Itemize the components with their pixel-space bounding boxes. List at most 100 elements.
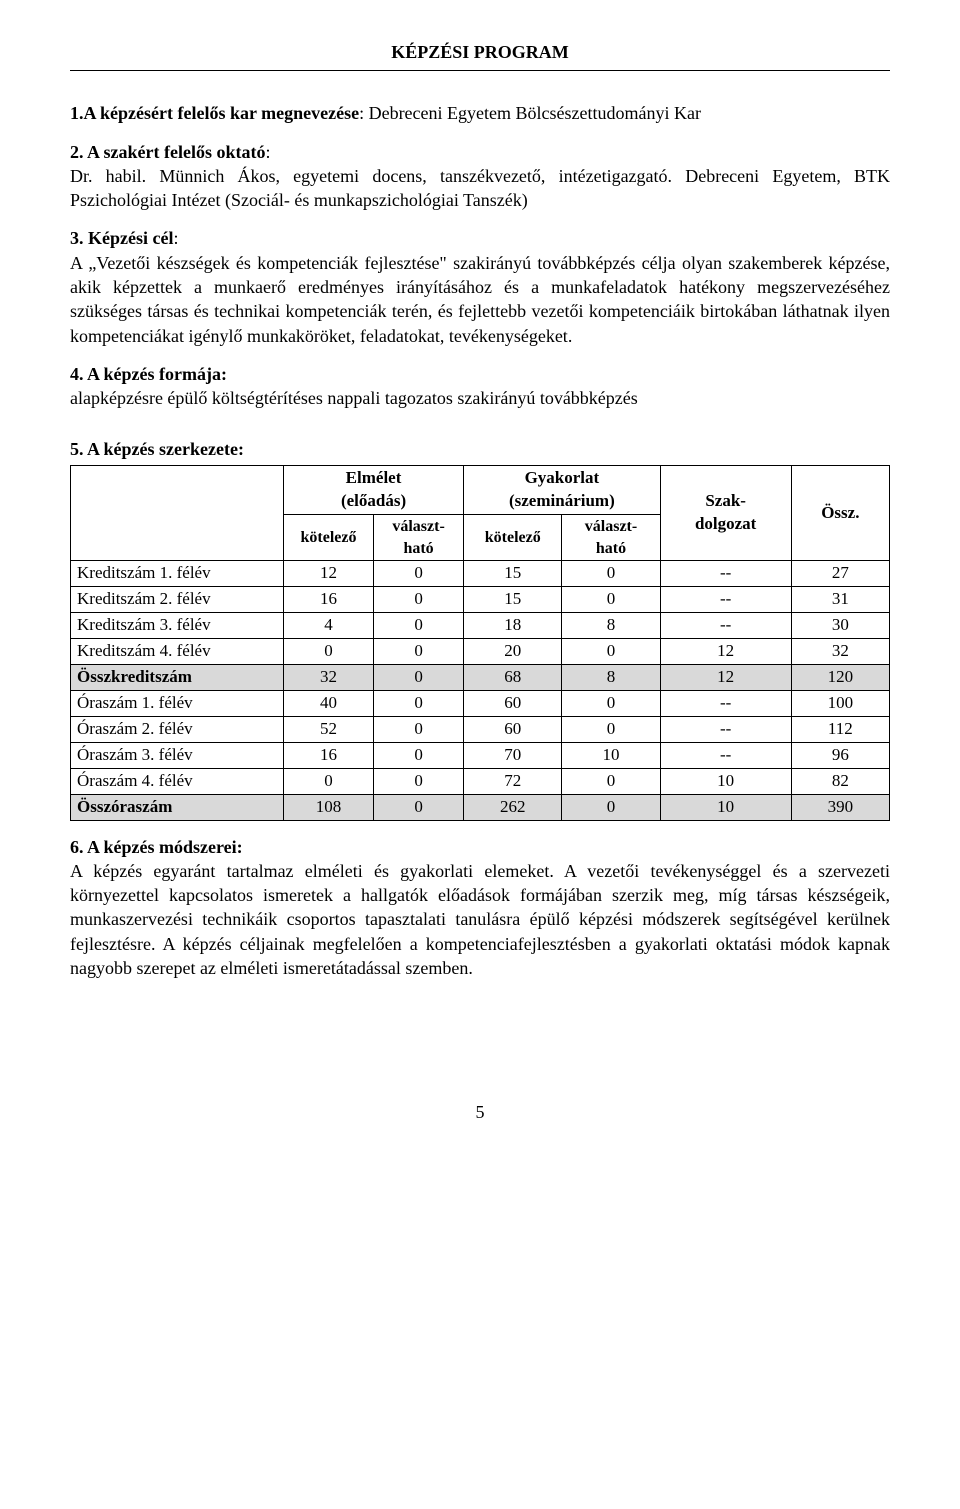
table-cell: 18 xyxy=(464,613,562,639)
table-cell: 0 xyxy=(562,794,660,820)
section-3: 3. Képzési cél: A „Vezetői készségek és … xyxy=(70,226,890,347)
header-rule xyxy=(70,70,890,71)
section-6: 6. A képzés módszerei: A képzés egyaránt… xyxy=(70,835,890,981)
table-row: Óraszám 2. félév520600--112 xyxy=(71,716,890,742)
page-header: KÉPZÉSI PROGRAM xyxy=(70,40,890,64)
table-row: Kreditszám 4. félév002001232 xyxy=(71,639,890,665)
section-4-label: 4. A képzés formája: xyxy=(70,364,227,384)
table-cell: 72 xyxy=(464,768,562,794)
table-cell: 32 xyxy=(791,639,889,665)
table-cell: 16 xyxy=(283,742,373,768)
table-cell: 60 xyxy=(464,716,562,742)
table-cell: 0 xyxy=(374,690,464,716)
table-cell: 32 xyxy=(283,664,373,690)
table-cell: -- xyxy=(660,742,791,768)
table-cell: -- xyxy=(660,587,791,613)
table-cell: 10 xyxy=(660,768,791,794)
table-cell: Óraszám 2. félév xyxy=(71,716,284,742)
table-cell: 0 xyxy=(374,639,464,665)
th-gyak-val: választ-ható xyxy=(562,515,660,561)
table-cell: 0 xyxy=(374,742,464,768)
table-cell: 112 xyxy=(791,716,889,742)
th-gyakorlat: Gyakorlat(szeminárium) xyxy=(464,466,661,515)
section-3-label: 3. Képzési cél xyxy=(70,228,173,248)
table-cell: 20 xyxy=(464,639,562,665)
table-cell: 27 xyxy=(791,561,889,587)
table-cell: 108 xyxy=(283,794,373,820)
table-cell: 40 xyxy=(283,690,373,716)
table-cell: 60 xyxy=(464,690,562,716)
section-4: 4. A képzés formája: alapképzésre épülő … xyxy=(70,362,890,411)
table-cell: 82 xyxy=(791,768,889,794)
structure-table-wrap: Elmélet(előadás) Gyakorlat(szeminárium) … xyxy=(70,465,890,820)
table-cell: 70 xyxy=(464,742,562,768)
table-cell: 0 xyxy=(562,561,660,587)
table-cell: 0 xyxy=(283,768,373,794)
th-elmelet-kot: kötelező xyxy=(283,515,373,561)
page-number: 5 xyxy=(70,1100,890,1124)
table-cell: 52 xyxy=(283,716,373,742)
section-2-label: 2. A szakért felelős oktató xyxy=(70,142,265,162)
table-cell: 0 xyxy=(374,716,464,742)
table-row: Kreditszám 2. félév160150--31 xyxy=(71,587,890,613)
table-cell: -- xyxy=(660,690,791,716)
section-6-label: 6. A képzés módszerei: xyxy=(70,837,243,857)
table-cell: 4 xyxy=(283,613,373,639)
table-cell: 10 xyxy=(562,742,660,768)
section-1-label: 1.A képzésért felelős kar megnevezése xyxy=(70,103,359,123)
table-row: Óraszám 4. félév007201082 xyxy=(71,768,890,794)
table-cell: 0 xyxy=(374,613,464,639)
table-cell: 0 xyxy=(562,639,660,665)
table-cell: 8 xyxy=(562,664,660,690)
table-cell: Óraszám 4. félév xyxy=(71,768,284,794)
table-cell: 12 xyxy=(660,639,791,665)
table-cell: Óraszám 1. félév xyxy=(71,690,284,716)
table-cell: 0 xyxy=(283,639,373,665)
table-cell: 96 xyxy=(791,742,889,768)
table-cell: 0 xyxy=(374,664,464,690)
section-1: 1.A képzésért felelős kar megnevezése: D… xyxy=(70,101,890,125)
section-1-text: : Debreceni Egyetem Bölcsészettudományi … xyxy=(359,103,701,123)
table-cell: Kreditszám 1. félév xyxy=(71,561,284,587)
section-2: 2. A szakért felelős oktató: Dr. habil. … xyxy=(70,140,890,213)
structure-table: Elmélet(előadás) Gyakorlat(szeminárium) … xyxy=(70,465,890,820)
table-row: Összkreditszám32068812120 xyxy=(71,664,890,690)
table-cell: 12 xyxy=(660,664,791,690)
table-cell: 68 xyxy=(464,664,562,690)
table-cell: Kreditszám 4. félév xyxy=(71,639,284,665)
table-cell: -- xyxy=(660,561,791,587)
table-cell: 10 xyxy=(660,794,791,820)
section-3-text: A „Vezetői készségek és kompetenciák fej… xyxy=(70,253,890,346)
table-cell: 0 xyxy=(562,768,660,794)
table-cell: 390 xyxy=(791,794,889,820)
table-cell: 0 xyxy=(374,587,464,613)
table-cell: 16 xyxy=(283,587,373,613)
table-cell: -- xyxy=(660,613,791,639)
section-5-label: 5. A képzés szerkezete: xyxy=(70,439,244,459)
table-cell: Óraszám 3. félév xyxy=(71,742,284,768)
table-row: Összóraszám1080262010390 xyxy=(71,794,890,820)
th-blank xyxy=(71,466,284,561)
table-cell: 0 xyxy=(562,716,660,742)
table-cell: 15 xyxy=(464,587,562,613)
table-cell: 0 xyxy=(562,587,660,613)
table-row: Óraszám 3. félév1607010--96 xyxy=(71,742,890,768)
table-cell: 15 xyxy=(464,561,562,587)
section-6-text: A képzés egyaránt tartalmaz elméleti és … xyxy=(70,861,890,978)
table-cell: Összkreditszám xyxy=(71,664,284,690)
table-cell: 0 xyxy=(374,794,464,820)
table-cell: 100 xyxy=(791,690,889,716)
section-4-text: alapképzésre épülő költségtérítéses napp… xyxy=(70,388,638,408)
section-5-label-line: 5. A képzés szerkezete: xyxy=(70,437,890,461)
section-2-text: Dr. habil. Münnich Ákos, egyetemi docens… xyxy=(70,166,890,210)
th-elmelet: Elmélet(előadás) xyxy=(283,466,463,515)
table-cell: 30 xyxy=(791,613,889,639)
table-cell: Kreditszám 3. félév xyxy=(71,613,284,639)
table-cell: 0 xyxy=(374,561,464,587)
table-row: Kreditszám 1. félév120150--27 xyxy=(71,561,890,587)
table-cell: 0 xyxy=(374,768,464,794)
th-elmelet-val: választ-ható xyxy=(374,515,464,561)
table-cell: 262 xyxy=(464,794,562,820)
table-cell: -- xyxy=(660,716,791,742)
table-cell: 12 xyxy=(283,561,373,587)
